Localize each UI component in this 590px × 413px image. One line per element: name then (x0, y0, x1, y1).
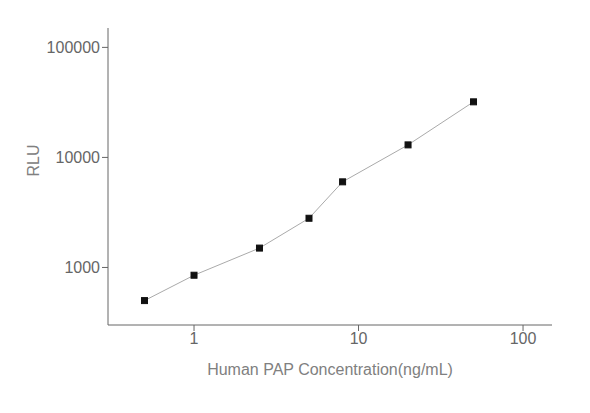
svg-text:1000: 1000 (64, 259, 100, 276)
svg-text:10000: 10000 (56, 149, 101, 166)
svg-text:100: 100 (510, 330, 537, 347)
svg-text:RLU: RLU (25, 144, 42, 176)
svg-text:10: 10 (350, 330, 368, 347)
svg-text:100000: 100000 (47, 39, 100, 56)
svg-text:1: 1 (190, 330, 199, 347)
svg-text:Human PAP Concentration(ng/mL): Human PAP Concentration(ng/mL) (207, 361, 453, 378)
